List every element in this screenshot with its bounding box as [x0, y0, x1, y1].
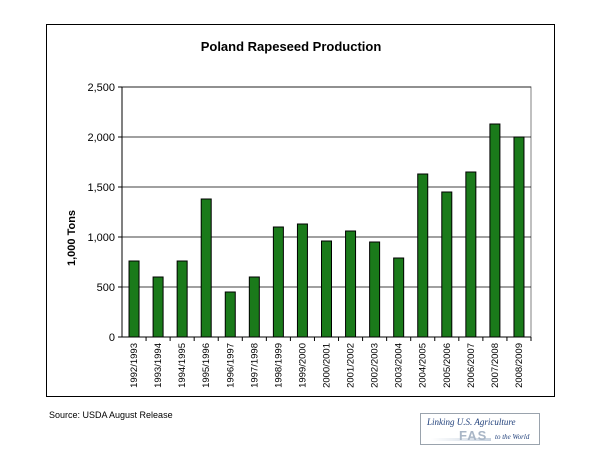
- chart-title: Poland Rapeseed Production: [201, 39, 382, 54]
- bar: [128, 260, 140, 338]
- y-axis-label: 1,000 Tons: [66, 210, 78, 266]
- logo-tagline-top: Linking U.S. Agriculture: [427, 417, 516, 427]
- rapeseed-bar-chart: Poland Rapeseed Production 1,000 Tons 0 5…: [66, 39, 532, 388]
- x-tick-label: 2002/2003: [370, 343, 381, 388]
- bar: [248, 276, 260, 338]
- fas-logo: Linking U.S. Agriculture FAS to the Worl…: [420, 413, 540, 445]
- logo-name: FAS: [459, 428, 488, 443]
- bar: [393, 257, 405, 338]
- x-tick-label: 1998/1999: [273, 343, 284, 388]
- logo-tagline-bottom: to the World: [495, 433, 530, 441]
- x-tick-label: 1993/1994: [153, 343, 164, 388]
- x-tick-label: 1997/1998: [249, 343, 260, 388]
- x-tick-label: 2007/2008: [490, 343, 501, 388]
- bar: [176, 260, 188, 338]
- bar: [513, 136, 525, 338]
- bar: [224, 291, 236, 338]
- y-tick-label: 2,500: [87, 82, 115, 94]
- bar: [489, 123, 501, 338]
- bar: [272, 226, 284, 338]
- y-tick-label: 0: [109, 332, 115, 344]
- logo-swoosh: [431, 438, 491, 441]
- y-tick-label: 1,500: [87, 182, 115, 194]
- x-tick-label: 1999/2000: [297, 343, 308, 388]
- x-tick-label: 1994/1995: [177, 343, 188, 388]
- bar: [441, 191, 453, 338]
- bar: [296, 223, 308, 338]
- x-tick-label: 2000/2001: [322, 343, 333, 388]
- bar: [369, 241, 381, 338]
- x-tick-label: 2006/2007: [466, 343, 477, 388]
- x-tick-label: 1996/1997: [225, 343, 236, 388]
- x-tick-label: 1995/1996: [201, 343, 212, 388]
- x-tick-label: 2003/2004: [394, 343, 405, 388]
- bar: [417, 173, 429, 338]
- x-tick-label: 2001/2002: [346, 343, 357, 388]
- x-tick-label: 1992/1993: [129, 343, 140, 388]
- bar: [465, 171, 477, 338]
- x-tick-label: 2004/2005: [418, 343, 429, 388]
- bar: [200, 198, 212, 338]
- y-tick-label: 2,000: [87, 132, 115, 144]
- y-tick-label: 500: [97, 282, 115, 294]
- bar: [152, 276, 164, 338]
- y-tick-label: 1,000: [87, 232, 115, 244]
- x-tick-label: 2008/2009: [514, 343, 525, 388]
- x-tick-label: 2005/2006: [442, 343, 453, 388]
- bar: [321, 240, 332, 338]
- source-note: Source: USDA August Release: [49, 410, 173, 420]
- bar: [345, 230, 357, 338]
